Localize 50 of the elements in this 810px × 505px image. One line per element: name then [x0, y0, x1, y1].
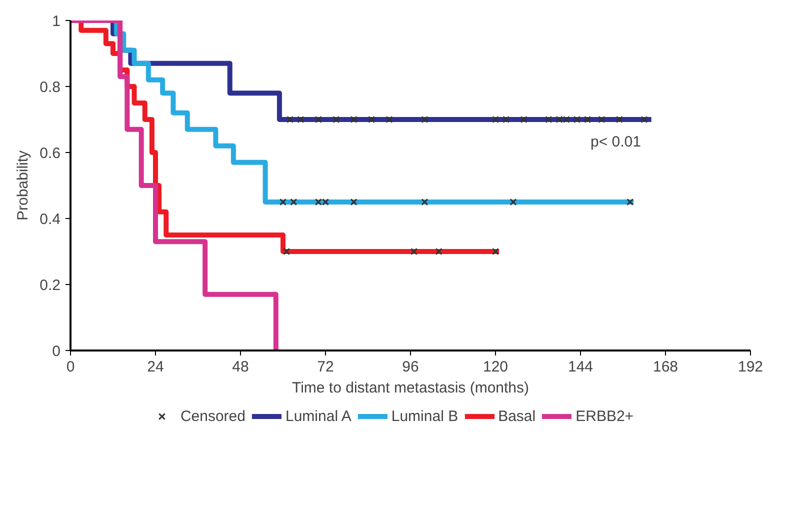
y-tick-label: 1 — [52, 13, 60, 30]
x-tick-label: 168 — [652, 358, 678, 376]
point — [286, 116, 294, 124]
point — [386, 116, 393, 124]
point — [368, 116, 376, 124]
x-tick-label: 72 — [317, 358, 334, 376]
x-tick-label: 24 — [147, 358, 164, 376]
y-axis-title: Probability — [14, 150, 32, 221]
point — [279, 198, 287, 206]
x-tick-label: 144 — [568, 358, 594, 376]
y-tick-label: 0.8 — [40, 79, 61, 96]
point — [520, 116, 528, 124]
point — [616, 116, 624, 124]
point — [510, 198, 517, 206]
point — [435, 248, 442, 256]
point — [314, 116, 322, 124]
point — [545, 116, 552, 124]
point — [640, 116, 648, 124]
x-tick-label: 120 — [482, 358, 508, 376]
point — [598, 116, 606, 124]
point — [332, 116, 340, 124]
point — [492, 116, 500, 124]
legend-label: ERBB2+ — [576, 408, 634, 424]
y-tick-label: 0.2 — [40, 277, 61, 294]
x-tick-label: 96 — [402, 358, 419, 376]
y-tick-label: 0 — [52, 343, 60, 360]
point — [492, 248, 500, 256]
point — [350, 198, 358, 206]
x-tick-label: 192 — [738, 358, 764, 376]
point — [502, 116, 510, 124]
legend-label: Censored — [180, 408, 246, 424]
x-tick-label: 0 — [66, 358, 75, 376]
x-axis-title: Time to distant metastasis (months) — [292, 380, 530, 396]
point — [282, 248, 290, 256]
point — [297, 116, 304, 124]
legend-label: Luminal A — [285, 408, 352, 424]
point — [421, 116, 428, 124]
point — [626, 198, 634, 206]
point — [421, 198, 428, 206]
legend-label: Basal — [498, 408, 536, 424]
x-tick-label: 48 — [232, 358, 249, 376]
point — [410, 248, 418, 256]
point — [584, 116, 592, 124]
point — [573, 116, 581, 124]
legend-label: Luminal B — [391, 408, 458, 424]
y-tick-label: 0.4 — [40, 211, 61, 228]
point — [350, 116, 358, 124]
annotation: p< 0.01 — [590, 134, 641, 150]
y-tick-label: 0.6 — [40, 145, 61, 162]
point — [290, 198, 298, 206]
